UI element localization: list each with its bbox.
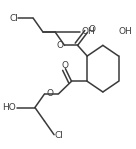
Text: Cl: Cl (9, 14, 18, 23)
Text: O: O (61, 61, 68, 70)
Text: O: O (89, 25, 96, 34)
Text: OH: OH (82, 27, 95, 36)
Text: O: O (56, 41, 63, 50)
Text: OH: OH (119, 27, 132, 36)
Text: Cl: Cl (55, 131, 64, 140)
Text: HO: HO (3, 103, 16, 112)
Text: O: O (46, 89, 53, 98)
